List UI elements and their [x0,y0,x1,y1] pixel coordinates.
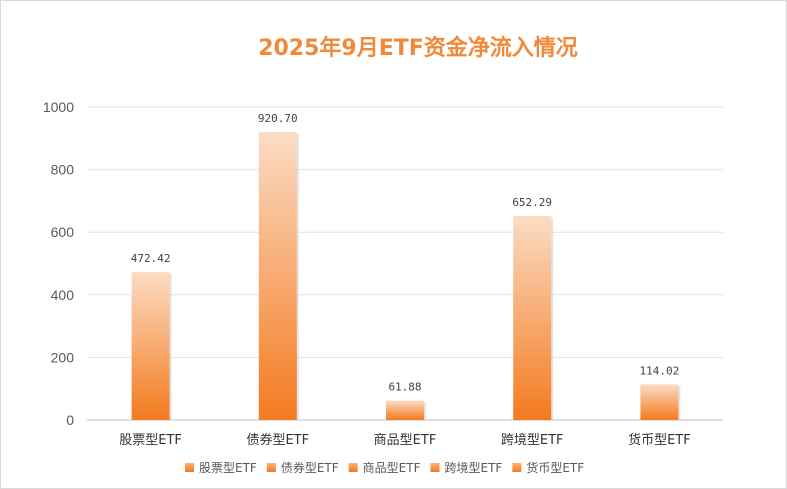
legend-label: 跨境型ETF [444,460,502,475]
x-tick-label: 债券型ETF [246,432,309,448]
legend-swatch [348,463,358,472]
legend-swatch [185,463,194,472]
x-tick-label: 股票型ETF [119,433,182,448]
x-tick-label: 货币型ETF [628,432,691,448]
data-label: 920.70 [258,112,298,125]
data-label: 114.02 [640,364,680,377]
bar [513,215,552,420]
bar [258,131,297,420]
x-tick-label: 商品型ETF [374,433,437,448]
bar [131,272,170,420]
y-tick-label: 0 [66,412,74,428]
legend-label: 债券型ETF [281,460,339,475]
legend-swatch [266,463,276,472]
legend-swatch [512,463,522,472]
legend-label: 商品型ETF [363,460,421,475]
y-tick-label: 200 [51,349,75,365]
data-label: 61.88 [388,381,421,394]
legend-label: 股票型ETF [199,461,257,475]
bar [386,400,424,420]
y-tick-label: 800 [51,162,75,178]
x-tick-label: 跨境型ETF [501,433,564,448]
chart-title: 2025年9月ETF资金净流入情况 [258,35,578,61]
y-tick-label: 600 [51,224,75,240]
legend-label: 货币型ETF [526,460,584,475]
bar [640,384,679,420]
data-label: 652.29 [512,196,552,209]
y-tick-label: 400 [51,287,75,303]
data-label: 472.42 [131,252,171,265]
legend-swatch [430,463,440,472]
y-tick-label: 1000 [43,99,74,115]
